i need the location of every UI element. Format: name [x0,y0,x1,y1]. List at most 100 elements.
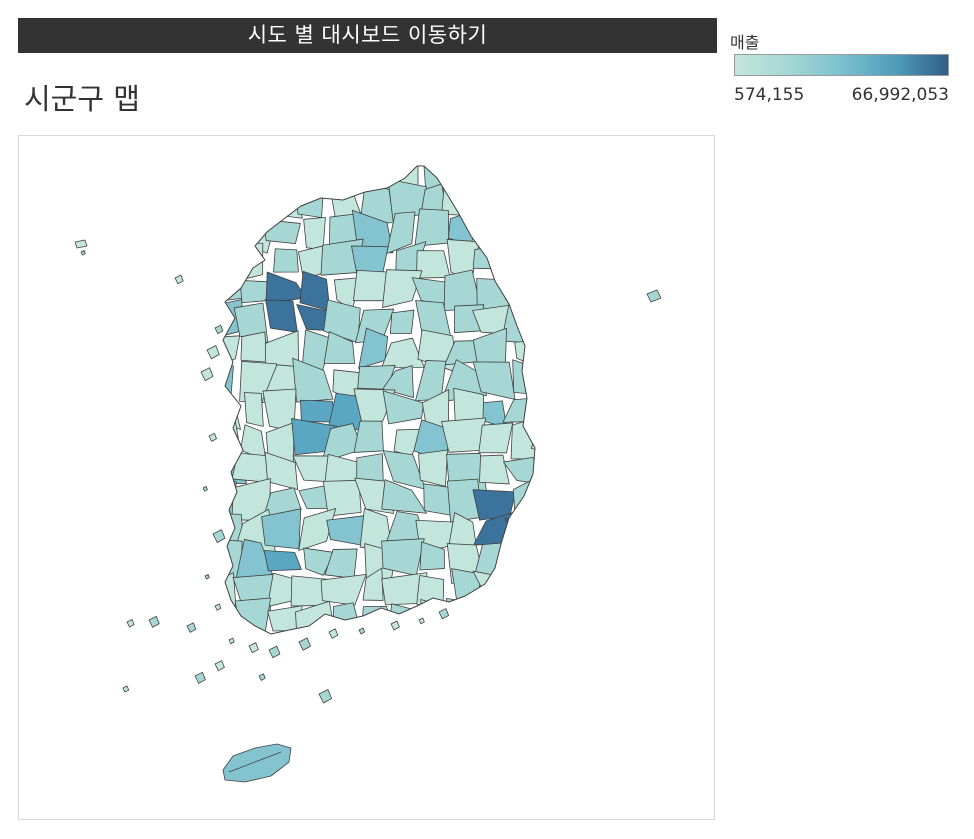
district-region[interactable] [478,422,514,454]
sido-dashboard-nav-button[interactable]: 시도 별 대시보드 이동하기 [18,18,717,53]
district-region[interactable] [502,456,546,486]
region-jeju[interactable] [222,743,292,783]
district-region[interactable] [323,331,355,365]
district-region[interactable] [474,189,511,215]
district-region[interactable] [540,397,576,433]
district-region[interactable] [263,550,302,572]
mainland-regions[interactable] [202,148,576,643]
district-region[interactable] [501,304,543,344]
district-region[interactable] [416,575,445,613]
district-region[interactable] [389,309,415,334]
district-region[interactable] [530,423,568,456]
district-region[interactable] [502,152,545,190]
district-region[interactable] [264,189,303,219]
district-region[interactable] [541,571,575,602]
district-region[interactable] [205,178,236,215]
district-region[interactable] [539,521,569,553]
district-region[interactable] [382,390,425,425]
island-region[interactable] [214,603,222,611]
island-region[interactable] [214,324,224,335]
region-ulleung[interactable] [646,289,662,303]
district-region[interactable] [320,573,367,606]
island-region[interactable] [126,619,135,628]
district-region[interactable] [273,248,299,273]
island-region[interactable] [200,367,214,381]
district-region[interactable] [382,269,423,308]
district-region[interactable] [240,331,268,363]
district-region[interactable] [441,597,487,643]
district-region[interactable] [504,538,539,580]
district-region[interactable] [298,484,329,509]
district-region[interactable] [244,392,264,427]
district-region[interactable] [381,479,427,514]
district-region[interactable] [203,419,243,462]
district-region[interactable] [326,154,356,193]
island-region[interactable] [298,637,311,651]
district-region[interactable] [505,568,545,612]
district-region[interactable] [303,547,335,576]
island-region[interactable] [318,689,332,704]
district-region[interactable] [542,612,574,630]
district-region[interactable] [534,540,569,580]
district-region[interactable] [203,208,246,243]
island-region[interactable] [174,274,184,285]
district-region[interactable] [441,417,486,453]
district-region[interactable] [265,299,298,333]
district-region[interactable] [203,272,246,304]
island-region[interactable] [212,529,226,543]
district-region[interactable] [533,328,573,374]
district-region[interactable] [420,599,449,639]
district-region[interactable] [233,177,272,216]
island-region[interactable] [328,628,339,639]
district-region[interactable] [416,250,451,279]
district-region[interactable] [504,267,546,315]
district-region[interactable] [510,417,544,460]
district-region[interactable] [531,186,575,212]
korea-map[interactable] [19,136,716,821]
island-region[interactable] [206,345,220,360]
district-region[interactable] [202,152,239,193]
district-region[interactable] [531,239,565,278]
district-region[interactable] [263,149,307,186]
region-baengnyeong[interactable] [74,239,88,249]
island-region[interactable] [228,637,235,645]
district-region[interactable] [298,508,337,551]
district-region[interactable] [326,515,366,547]
district-region[interactable] [351,152,389,185]
district-region[interactable] [479,454,510,485]
island-region[interactable] [204,574,210,580]
district-region[interactable] [333,602,363,644]
district-region[interactable] [299,270,331,312]
island-region[interactable] [208,432,217,442]
district-region[interactable] [500,237,535,285]
district-region[interactable] [234,597,272,641]
island-region[interactable] [80,250,86,256]
island-region[interactable] [122,685,130,693]
island-region[interactable] [248,642,259,654]
district-region[interactable] [414,208,450,247]
island-region[interactable] [390,620,400,631]
district-region[interactable] [530,209,572,250]
district-region[interactable] [352,269,388,302]
island-region[interactable] [258,673,266,681]
district-region[interactable] [512,359,544,395]
district-region[interactable] [507,605,535,644]
district-region[interactable] [262,219,301,245]
district-region[interactable] [303,216,326,250]
island-region[interactable] [194,671,206,684]
district-region[interactable] [418,449,449,487]
district-region[interactable] [532,270,574,312]
coastal-islands[interactable] [80,250,450,704]
district-region[interactable] [470,154,511,195]
island-region[interactable] [358,627,366,635]
district-region[interactable] [534,149,564,192]
island-region[interactable] [268,645,281,659]
district-region[interactable] [292,357,334,403]
district-region[interactable] [510,219,540,244]
district-region[interactable] [532,297,574,341]
district-region[interactable] [443,269,482,312]
district-region[interactable] [209,572,237,612]
district-region[interactable] [264,451,299,491]
district-region[interactable] [381,337,425,369]
map-container[interactable] [18,135,715,820]
